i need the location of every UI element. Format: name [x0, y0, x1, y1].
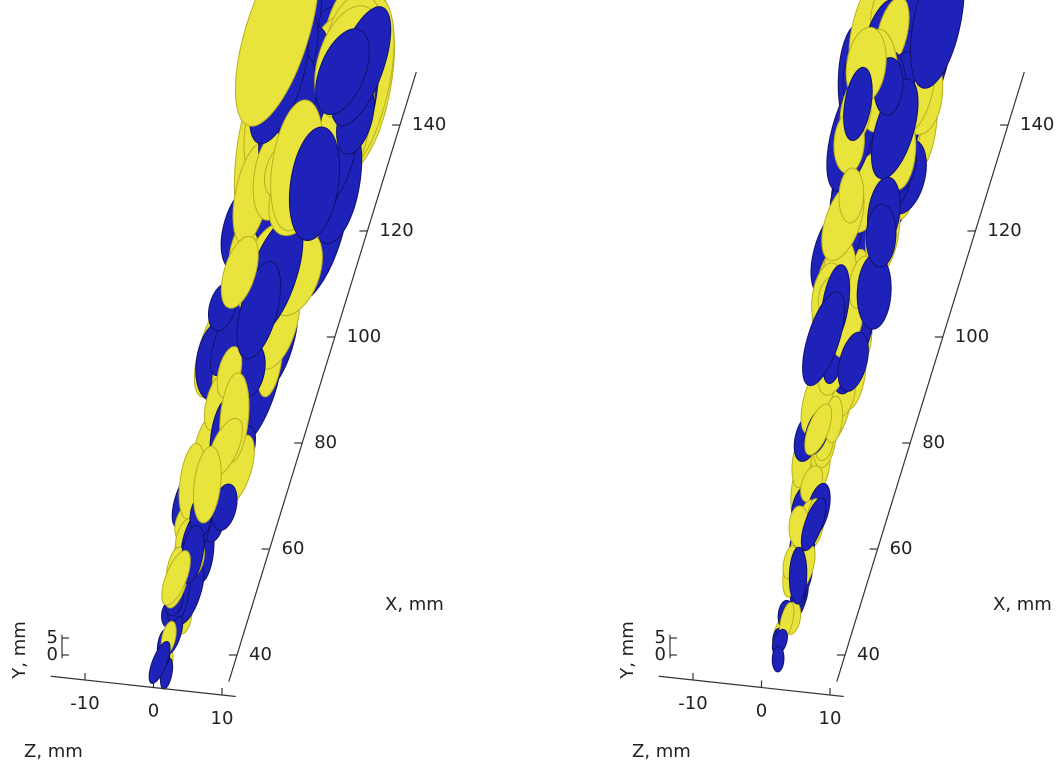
blob — [870, 78, 919, 180]
z-tick-label: -10 — [70, 693, 99, 714]
blob — [838, 167, 865, 224]
x-tick-label: 40 — [249, 644, 272, 665]
x-axis — [228, 71, 417, 682]
blob — [234, 0, 320, 127]
blob — [804, 403, 833, 456]
blob — [161, 550, 191, 606]
z-axis — [658, 675, 844, 698]
y-tick-label: 0 — [47, 644, 58, 665]
y-tick-label: 0 — [655, 644, 666, 665]
x-tick-label: 80 — [314, 432, 337, 453]
blob — [220, 235, 259, 309]
blob — [148, 640, 171, 684]
y-axis-label: Y, mm — [9, 621, 30, 680]
blob — [909, 0, 965, 89]
y-tick-label: 5 — [47, 627, 58, 648]
blob — [843, 66, 873, 141]
blob — [800, 497, 827, 552]
x-tick-label: 140 — [412, 114, 446, 135]
blob — [788, 546, 808, 605]
z-axis-label: Z, mm — [24, 741, 83, 762]
x-tick-label: 60 — [282, 538, 305, 559]
blob — [315, 28, 370, 115]
x-tick-label: 60 — [890, 538, 913, 559]
blob — [837, 331, 869, 392]
z-tick-label: -10 — [678, 693, 707, 714]
x-tick-label: 100 — [955, 326, 989, 347]
z-tick-label: 10 — [819, 708, 842, 729]
x-axis-label: X, mm — [993, 594, 1052, 615]
blob — [236, 260, 282, 360]
z-axis-label: Z, mm — [632, 741, 691, 762]
x-axis — [836, 71, 1025, 682]
z-axis — [50, 675, 236, 698]
blob — [802, 291, 846, 387]
x-tick-label: 100 — [347, 326, 381, 347]
blob — [771, 645, 785, 673]
y-axis-label: Y, mm — [617, 621, 638, 680]
blob — [288, 126, 341, 242]
isosurface — [148, 0, 395, 690]
x-axis-label: X, mm — [385, 594, 444, 615]
isosurface — [771, 0, 965, 673]
blob — [192, 445, 222, 524]
x-tick-label: 40 — [857, 644, 880, 665]
z-tick-label: 0 — [148, 701, 159, 722]
z-tick-label: 10 — [211, 708, 234, 729]
blob — [865, 203, 897, 268]
y-tick-label: 5 — [655, 627, 666, 648]
x-tick-label: 80 — [922, 432, 945, 453]
x-tick-label: 140 — [1020, 114, 1054, 135]
z-tick-label: 0 — [756, 701, 767, 722]
x-tick-label: 120 — [379, 220, 413, 241]
x-tick-label: 120 — [987, 220, 1021, 241]
